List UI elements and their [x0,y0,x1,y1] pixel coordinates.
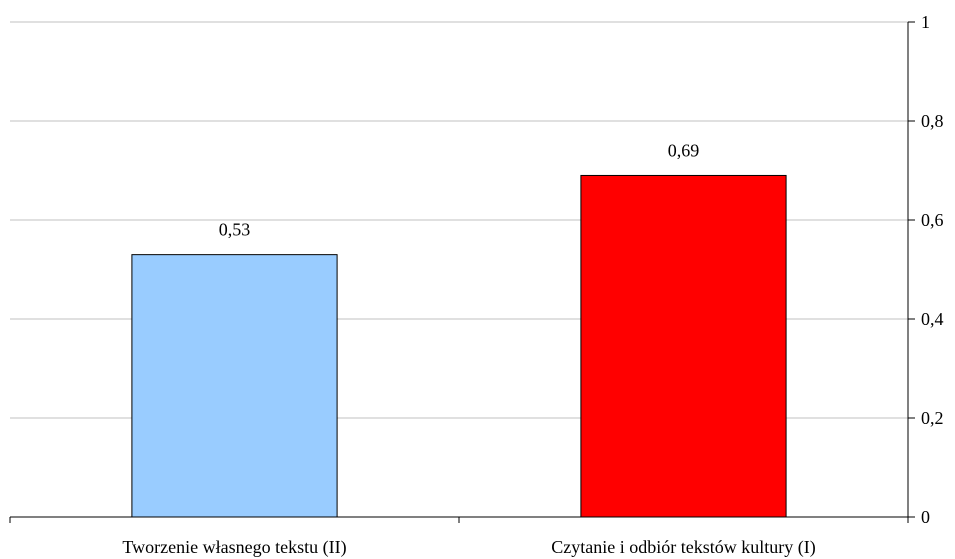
y-tick-label: 1 [921,12,930,32]
data-label: 0,69 [668,140,700,160]
labels: 0 0,2 0,4 0,6 0,8 1 0,53 Tworzenie własnego tek… [122,12,943,558]
category-label: Tworzenie własnego tekstu (II) [122,537,346,558]
category-label: Czytanie i odbiór tekstów kultury (I) [551,537,815,558]
data-label: 0,53 [219,220,251,240]
y-tick-label: 0 [921,507,930,527]
y-tick-label: 0,8 [921,111,944,131]
y-tick-label: 0,2 [921,408,944,428]
y-tick-label: 0,4 [921,309,944,329]
bar [580,174,787,518]
bar [131,254,338,518]
bars [131,174,787,518]
y-tick-label: 0,6 [921,210,944,230]
axes [9,21,915,523]
